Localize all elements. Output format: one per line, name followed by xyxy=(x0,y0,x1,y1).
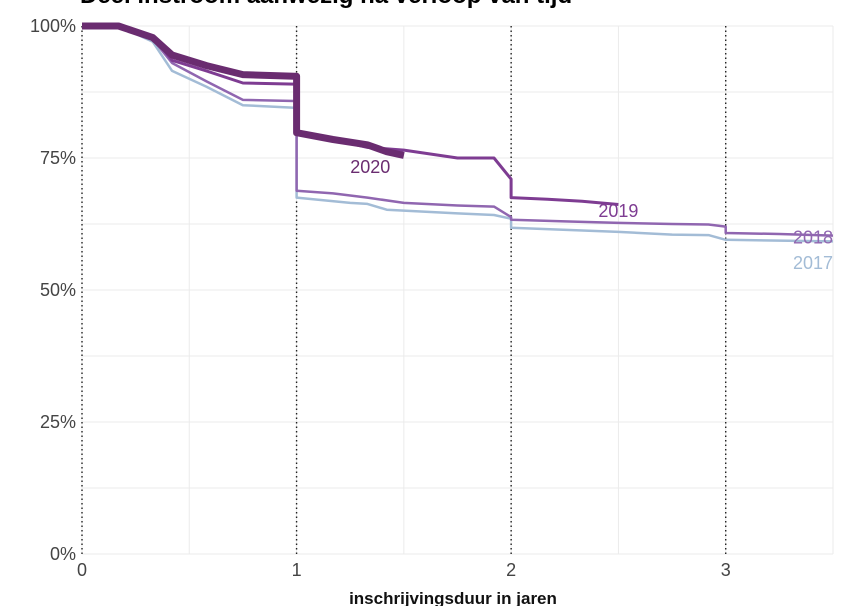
grid xyxy=(81,25,834,555)
x-tick-label: 3 xyxy=(721,560,731,580)
y-tick-label: 50% xyxy=(40,280,76,300)
y-tick-label: 75% xyxy=(40,148,76,168)
x-tick-label: 2 xyxy=(506,560,516,580)
x-axis-ticks: 0 1 2 3 xyxy=(77,560,731,580)
series-label-2020: 2020 xyxy=(350,157,390,177)
y-axis-ticks: 0% 25% 50% 75% 100% xyxy=(30,16,76,564)
series-line-2020 xyxy=(82,22,405,159)
chart-title: Deel instroom aanwezig na verloop van ti… xyxy=(80,0,572,9)
series-line-2017 xyxy=(82,24,834,243)
y-tick-label: 25% xyxy=(40,412,76,432)
x-tick-label: 1 xyxy=(292,560,302,580)
series-label-2018: 2018 xyxy=(793,228,833,248)
series-label-2017: 2017 xyxy=(793,253,833,273)
x-tick-label: 0 xyxy=(77,560,87,580)
y-tick-label: 0% xyxy=(50,544,76,564)
series-labels: 2017 2018 2019 2020 xyxy=(350,157,833,273)
y-tick-label: 100% xyxy=(30,16,76,36)
series-label-2019: 2019 xyxy=(598,201,638,221)
series-line-2018 xyxy=(82,24,834,237)
x-axis-label: inschrijvingsduur in jaren xyxy=(349,589,557,606)
series-lines xyxy=(82,22,834,243)
